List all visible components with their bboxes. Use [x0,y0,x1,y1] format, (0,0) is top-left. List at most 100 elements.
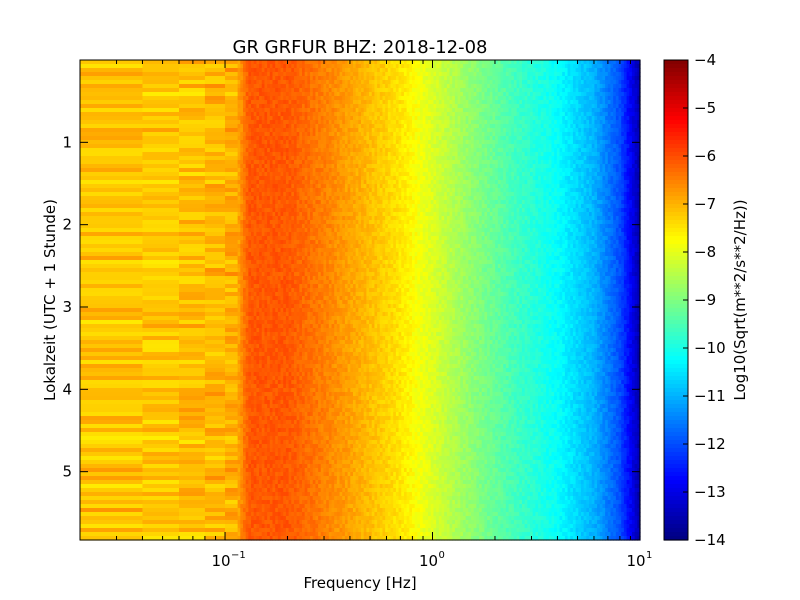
heatmap-cell [205,84,226,89]
heatmap-cell [225,112,238,117]
heatmap-cell [225,92,238,97]
heatmap-cell [142,100,179,105]
heatmap-cell [205,172,226,177]
heatmap-cell [205,112,226,117]
heatmap-cell [142,124,179,129]
heatmap-cell [179,148,206,153]
heatmap-cell [205,116,226,121]
heatmap-cell [80,176,143,181]
heatmap-cell [225,168,238,173]
heatmap-cell [225,88,238,93]
heatmap-cell [142,84,179,89]
heatmap-cell [179,116,206,121]
heatmap-cell [225,160,238,165]
heatmap-cell [179,132,206,137]
heatmap-cell [225,76,238,81]
heatmap-cell [205,160,226,165]
heatmap-cell [80,64,143,69]
heatmap-cell [225,128,238,133]
heatmap-cell [179,92,206,97]
heatmap-cell [142,172,179,177]
heatmap-cell [142,152,179,157]
heatmap-cell [142,144,179,149]
heatmap-cell [179,100,206,105]
heatmap-cell [225,104,238,109]
heatmap-cell [179,180,206,185]
heatmap-cell [225,96,238,101]
heatmap-cell [205,64,226,69]
heatmap-cell [142,164,179,169]
heatmap-cell [80,168,143,173]
heatmap-cell [225,152,238,157]
heatmap-cell [142,64,179,69]
heatmap-cell [205,88,226,93]
heatmap-cell [205,132,226,137]
heatmap-cell [80,148,143,153]
heatmap-cell [225,100,238,105]
heatmap-cell [205,176,226,181]
heatmap-cell [205,136,226,141]
heatmap-cell [142,136,179,141]
heatmap-cell [80,136,143,141]
heatmap-cell [179,128,206,133]
heatmap-cell [142,132,179,137]
heatmap-cell [225,188,238,193]
heatmap-cell [80,88,143,93]
heatmap-cell [205,128,226,133]
heatmap-cell [179,156,206,161]
heatmap-cell [142,184,179,189]
heatmap-cell [205,156,226,161]
heatmap-cell [179,184,206,189]
heatmap-cell [225,144,238,149]
heatmap-cell [225,64,238,69]
heatmap-cell [80,116,143,121]
heatmap-cell [80,112,143,117]
heatmap-cell [179,104,206,109]
heatmap-cell [179,164,206,169]
heatmap-cell [225,156,238,161]
heatmap-cell [80,120,143,125]
heatmap-cell [179,72,206,77]
heatmap-cell [142,112,179,117]
heatmap-cell [80,68,143,73]
heatmap-cell [80,140,143,145]
heatmap-plot-area [80,60,641,541]
heatmap-cell [179,172,206,177]
heatmap-cell [179,108,206,113]
heatmap-cell [225,108,238,113]
heatmap-cell [205,144,226,149]
heatmap-cell [80,96,143,101]
heatmap-cell [179,88,206,93]
heatmap-cell [80,72,143,77]
heatmap-cell [225,148,238,153]
heatmap-cell [205,164,226,169]
heatmap-cell [179,120,206,125]
heatmap-cell [179,144,206,149]
heatmap-cell [142,176,179,181]
heatmap-cell [142,96,179,101]
heatmap-cell [80,84,143,89]
heatmap-cell [142,188,179,193]
heatmap-cell [225,164,238,169]
heatmap-cell [205,152,226,157]
heatmap-cell [179,64,206,69]
heatmap-cell [80,144,143,149]
heatmap-cell [179,60,206,65]
heatmap-cell [80,156,143,161]
heatmap-cell [80,184,143,189]
heatmap-cell [179,136,206,141]
heatmap-cell [80,160,143,165]
heatmap-cell [225,120,238,125]
heatmap-cell [142,72,179,77]
heatmap-cell [142,148,179,153]
heatmap-cell [80,128,143,133]
heatmap-cell [80,108,143,113]
heatmap-cell [142,140,179,145]
heatmap-cell [179,188,206,193]
heatmap-cell [225,84,238,89]
heatmap-cell [80,152,143,157]
heatmap-cell [179,84,206,89]
heatmap-cell [179,160,206,165]
heatmap-cell [142,88,179,93]
